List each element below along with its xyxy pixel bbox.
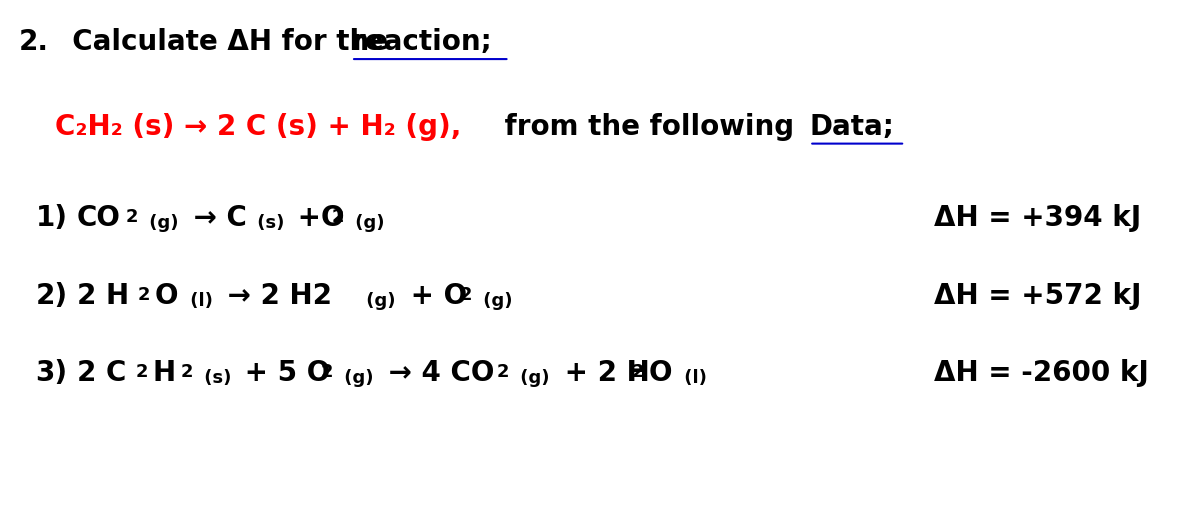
- Text: 2: 2: [331, 208, 344, 226]
- Text: (s): (s): [198, 370, 232, 388]
- Text: ΔH = +572 kJ: ΔH = +572 kJ: [935, 282, 1141, 310]
- Text: + O: + O: [401, 282, 467, 310]
- Text: (g): (g): [478, 292, 512, 310]
- Text: (l): (l): [184, 292, 212, 310]
- Text: 2: 2: [631, 363, 644, 381]
- Text: 2: 2: [460, 286, 472, 304]
- Text: + 2 H: + 2 H: [556, 359, 650, 388]
- Text: reaction;: reaction;: [352, 28, 492, 56]
- Text: O: O: [649, 359, 673, 388]
- Text: 3): 3): [36, 359, 67, 388]
- Text: 2): 2): [36, 282, 67, 310]
- Text: → 4 CO: → 4 CO: [379, 359, 494, 388]
- Text: O: O: [155, 282, 179, 310]
- Text: 2 C: 2 C: [77, 359, 126, 388]
- Text: C₂H₂ (s) → 2 C (s) + H₂ (g),: C₂H₂ (s) → 2 C (s) + H₂ (g),: [55, 113, 462, 141]
- Text: 2: 2: [136, 363, 148, 381]
- Text: from the following: from the following: [494, 113, 804, 141]
- Text: (g): (g): [143, 214, 179, 232]
- Text: (g): (g): [515, 370, 550, 388]
- Text: (l): (l): [678, 370, 707, 388]
- Text: 2.: 2.: [19, 28, 49, 56]
- Text: +O: +O: [288, 204, 344, 232]
- Text: ΔH = -2600 kJ: ΔH = -2600 kJ: [935, 359, 1150, 388]
- Text: 2: 2: [320, 363, 334, 381]
- Text: 1): 1): [36, 204, 67, 232]
- Text: CO: CO: [77, 204, 120, 232]
- Text: Calculate ΔH for the: Calculate ΔH for the: [53, 28, 398, 56]
- Text: 2: 2: [126, 208, 138, 226]
- Text: → C: → C: [184, 204, 247, 232]
- Text: 2: 2: [137, 286, 150, 304]
- Text: (g): (g): [338, 370, 374, 388]
- Text: Data;: Data;: [809, 113, 894, 141]
- Text: (g): (g): [349, 214, 385, 232]
- Text: (s): (s): [251, 214, 284, 232]
- Text: 2 H: 2 H: [77, 282, 128, 310]
- Text: → 2 H2: → 2 H2: [218, 282, 332, 310]
- Text: ΔH = +394 kJ: ΔH = +394 kJ: [935, 204, 1141, 232]
- Text: + 5 O: + 5 O: [235, 359, 330, 388]
- Text: (g): (g): [360, 292, 396, 310]
- Text: 2: 2: [497, 363, 509, 381]
- Text: 2: 2: [180, 363, 193, 381]
- Text: H: H: [152, 359, 176, 388]
